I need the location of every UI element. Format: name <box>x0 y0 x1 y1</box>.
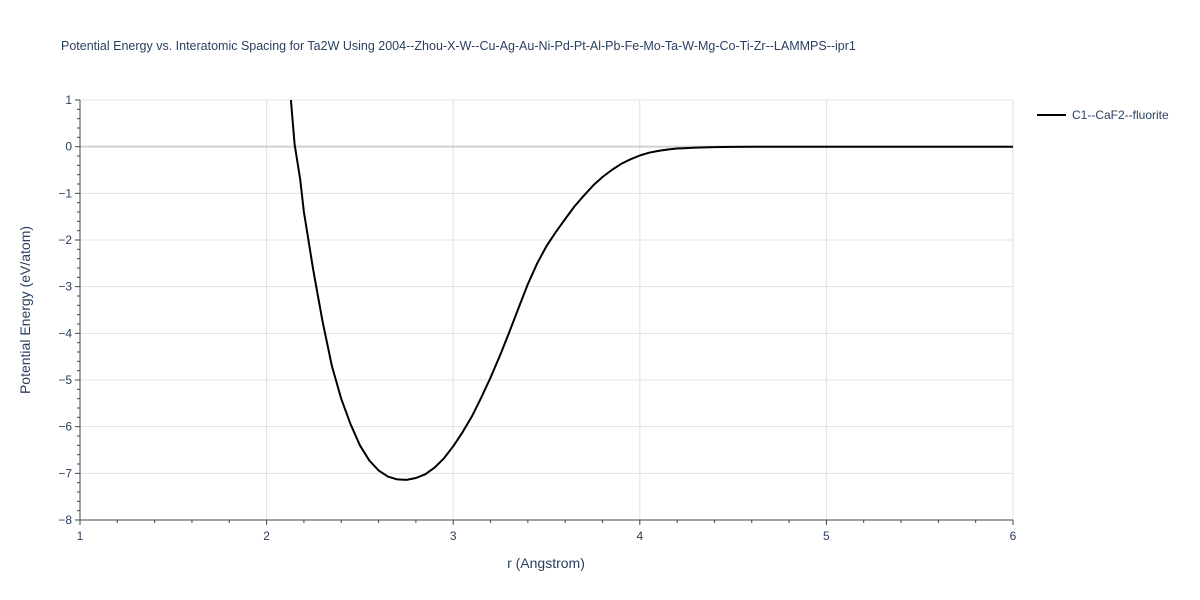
chart-title: Potential Energy vs. Interatomic Spacing… <box>61 39 856 53</box>
grid-lines <box>80 99 1014 520</box>
series-line <box>289 99 1013 481</box>
y-tick-label: 0 <box>65 140 72 154</box>
series-layer <box>289 99 1013 481</box>
y-tick-label: −7 <box>58 466 72 480</box>
y-tick-label: −1 <box>58 186 72 200</box>
y-tick-label: −8 <box>58 513 72 527</box>
legend-label: C1--CaF2--fluorite <box>1072 108 1169 122</box>
x-tick-label: 1 <box>77 529 84 543</box>
x-tick-label: 5 <box>823 529 830 543</box>
y-tick-label: −6 <box>58 420 72 434</box>
y-axis-title: Potential Energy (eV/atom) <box>17 226 33 394</box>
axes: 1 2 3 4 5 6 1 0 −1 −2 −3 −4 −5 −6 −7 −8 <box>58 93 1016 543</box>
x-tick-label: 4 <box>636 529 643 543</box>
x-tick-label: 3 <box>450 529 457 543</box>
x-tick-label: 6 <box>1010 529 1017 543</box>
y-tick-label: −3 <box>58 280 72 294</box>
x-tick-label: 2 <box>263 529 270 543</box>
legend[interactable]: C1--CaF2--fluorite <box>1037 108 1169 122</box>
x-axis-title: r (Angstrom) <box>507 555 585 571</box>
y-tick-label: −5 <box>58 373 72 387</box>
y-tick-label: −2 <box>58 233 72 247</box>
y-tick-label: −4 <box>58 326 72 340</box>
y-tick-label: 1 <box>65 93 72 107</box>
